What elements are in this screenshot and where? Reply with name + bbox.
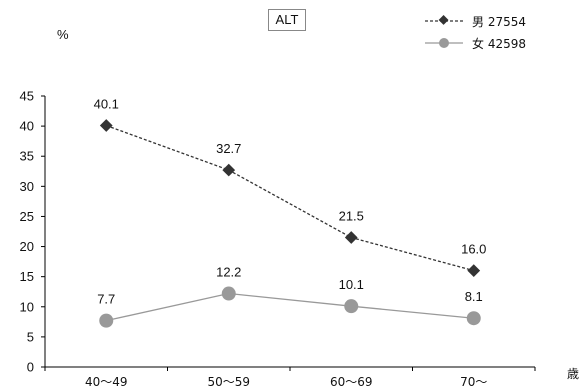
series-female: 7.7 12.2 10.1 8.1 (97, 265, 483, 328)
x-axis-ticks: 40～49 50～59 60～69 70～ (44, 367, 536, 388)
data-point (344, 231, 358, 244)
series-male: 40.1 32.7 21.5 16.0 (94, 97, 486, 278)
data-point (221, 286, 236, 301)
plot-area: 40.1 32.7 21.5 16.0 7.7 12.2 10.1 8.1 (94, 97, 486, 328)
legend-label-female: 女 42598 (472, 37, 527, 51)
series-line (106, 124, 474, 272)
data-point (222, 163, 236, 177)
data-label: 16.0 (461, 242, 486, 257)
x-tick-label: 70～ (460, 375, 487, 388)
data-point (99, 313, 114, 328)
data-label: 12.2 (216, 265, 241, 280)
y-tick-label: 40 (20, 119, 34, 134)
legend: 男 27554 女 42598 (425, 12, 580, 56)
x-axis-label: 歳 (567, 367, 580, 381)
data-label: 21.5 (339, 209, 364, 224)
y-tick-label: 15 (20, 269, 34, 284)
data-label: 7.7 (97, 292, 115, 307)
y-tick-label: 0 (27, 360, 34, 375)
data-point (466, 311, 481, 326)
axes (44, 96, 535, 368)
data-label: 8.1 (465, 289, 483, 304)
data-point (467, 264, 481, 278)
data-label: 32.7 (216, 141, 241, 156)
legend-item-female: 女 42598 (425, 34, 580, 52)
y-axis-ticks: 0 5 10 15 20 25 30 35 40 45 (20, 89, 45, 375)
chart-title: ALT (268, 9, 306, 31)
x-tick-label: 40～49 (85, 375, 128, 388)
y-tick-label: 25 (20, 209, 34, 224)
legend-swatch-male (425, 14, 463, 25)
legend-item-male: 男 27554 (425, 12, 580, 30)
y-tick-label: 5 (27, 329, 34, 344)
x-tick-label: 60～69 (330, 375, 373, 388)
data-point (99, 119, 113, 132)
legend-label-male: 男 27554 (472, 15, 527, 29)
y-tick-label: 10 (20, 299, 34, 314)
x-tick-label: 50～59 (207, 375, 250, 388)
data-label: 40.1 (94, 97, 119, 112)
y-tick-label: 30 (20, 179, 34, 194)
y-tick-label: 20 (20, 239, 34, 254)
y-tick-label: 35 (20, 149, 34, 164)
y-axis-label: % (57, 27, 69, 42)
data-point (344, 299, 359, 314)
y-tick-label: 45 (20, 89, 34, 104)
legend-swatch-female (425, 38, 463, 48)
series-line (106, 292, 474, 322)
data-label: 10.1 (339, 277, 364, 292)
